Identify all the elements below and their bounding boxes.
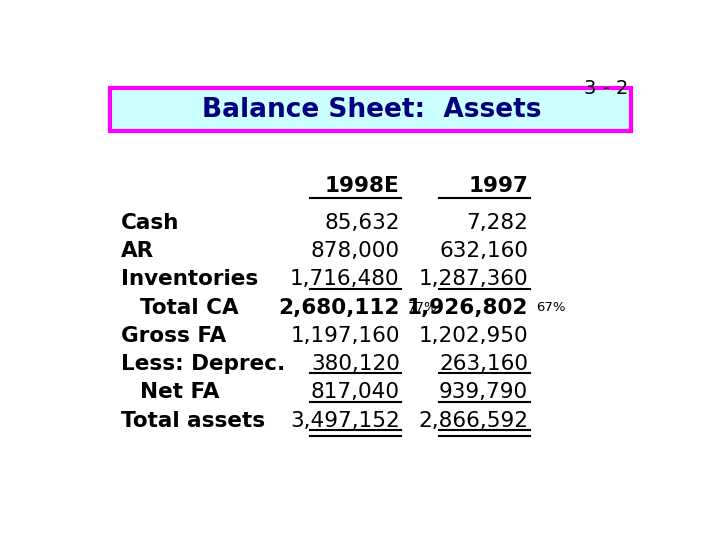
Text: 878,000: 878,000 <box>311 241 400 261</box>
Text: Balance Sheet:  Assets: Balance Sheet: Assets <box>202 97 541 123</box>
Text: 632,160: 632,160 <box>439 241 528 261</box>
FancyBboxPatch shape <box>109 87 631 131</box>
Text: 1,197,160: 1,197,160 <box>290 326 400 346</box>
Text: 817,040: 817,040 <box>311 382 400 402</box>
Text: 2,680,112: 2,680,112 <box>279 298 400 318</box>
Text: 939,790: 939,790 <box>439 382 528 402</box>
Text: Total assets: Total assets <box>121 411 265 431</box>
Text: 1,202,950: 1,202,950 <box>418 326 528 346</box>
Text: Less: Deprec.: Less: Deprec. <box>121 354 285 374</box>
Text: 1997: 1997 <box>468 176 528 196</box>
Text: 3,497,152: 3,497,152 <box>290 411 400 431</box>
Text: Cash: Cash <box>121 213 179 233</box>
Text: 380,120: 380,120 <box>311 354 400 374</box>
Text: 3 - 2: 3 - 2 <box>584 79 629 98</box>
Text: 85,632: 85,632 <box>324 213 400 233</box>
Text: 1,926,802: 1,926,802 <box>407 298 528 318</box>
Text: 7,282: 7,282 <box>466 213 528 233</box>
Text: Inventories: Inventories <box>121 269 258 289</box>
Text: 1998E: 1998E <box>325 176 400 196</box>
Text: 1,716,480: 1,716,480 <box>290 269 400 289</box>
Text: 263,160: 263,160 <box>439 354 528 374</box>
Text: Total CA: Total CA <box>140 298 239 318</box>
Text: 2,866,592: 2,866,592 <box>418 411 528 431</box>
Text: 67%: 67% <box>536 301 566 314</box>
Text: AR: AR <box>121 241 154 261</box>
Text: Net FA: Net FA <box>140 382 220 402</box>
Text: 77%: 77% <box>408 301 438 314</box>
Text: Gross FA: Gross FA <box>121 326 226 346</box>
Text: 1,287,360: 1,287,360 <box>418 269 528 289</box>
